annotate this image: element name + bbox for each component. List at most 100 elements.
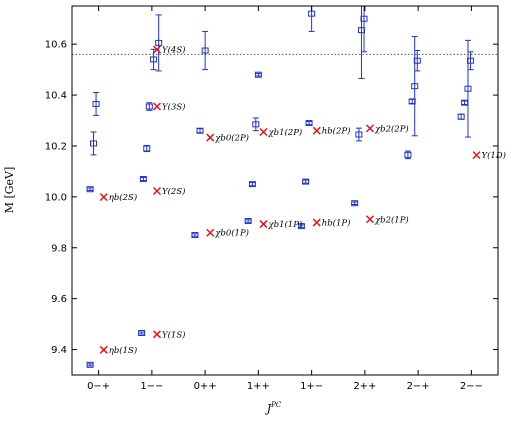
experiment-label: ηb(1S) <box>109 345 137 356</box>
experiment-label: Υ(1S) <box>162 329 185 340</box>
x-tick-label: 2−− <box>460 381 483 392</box>
lattice-point <box>464 39 472 138</box>
lattice-point <box>360 6 368 53</box>
experiment-marker-stroke <box>152 186 162 196</box>
y-tick-label: 9.6 <box>51 294 67 305</box>
plot-layer: ηb(1S) ηb(2S) Υ(1S) Υ(2S) Υ(3S) Υ(4S) χb0(1P) χ… <box>45 5 506 392</box>
lattice-marker <box>297 223 305 230</box>
lattice-marker <box>86 186 94 193</box>
lattice-point <box>244 218 252 225</box>
experiment-point <box>259 220 268 229</box>
lattice-marker <box>244 218 252 225</box>
lattice-marker <box>457 113 465 120</box>
lattice-point <box>461 99 469 106</box>
lattice-marker <box>413 57 421 64</box>
lattice-marker <box>411 83 419 90</box>
lattice-marker <box>196 127 204 134</box>
lattice-marker <box>92 100 100 107</box>
experiment-point <box>99 193 108 202</box>
experiment-point <box>259 127 268 136</box>
y-axis-label: M [GeV] <box>3 167 16 214</box>
experiment-label: χb0(2P) <box>214 133 249 144</box>
experiment-label: Υ(3S) <box>162 102 185 113</box>
y-tick-label: 9.8 <box>51 243 67 254</box>
lattice-marker <box>139 176 147 183</box>
experiment-label: χb0(1P) <box>214 228 249 239</box>
lattice-marker <box>155 39 163 46</box>
lattice-marker <box>464 85 472 92</box>
experiment-label: χb2(2P) <box>374 123 409 134</box>
experiment-point <box>312 218 321 227</box>
lattice-point <box>86 186 94 193</box>
lattice-marker <box>308 10 316 17</box>
plot-area <box>72 6 498 368</box>
lattice-point <box>254 71 262 78</box>
experiment-label: Υ(1D) <box>481 150 505 161</box>
lattice-point <box>143 144 151 153</box>
y-tick-label: 10.2 <box>45 141 67 152</box>
lattice-marker <box>138 330 146 337</box>
y-tick-label: 10.0 <box>45 192 67 203</box>
x-tick-label: 2−+ <box>407 381 430 392</box>
lattice-marker <box>305 120 313 127</box>
experiment-marker-stroke <box>259 127 268 136</box>
experiment-marker-stroke <box>206 228 215 237</box>
lattice-marker <box>143 145 151 152</box>
experiment-label: hb(1P) <box>322 218 351 229</box>
lattice-point <box>191 232 199 239</box>
experiment-marker-stroke <box>152 330 162 339</box>
lattice-point <box>305 120 313 127</box>
lattice-point <box>90 131 98 156</box>
x-axis-label: JPC <box>265 401 282 415</box>
lattice-marker <box>360 15 368 22</box>
y-tick-label: 10.6 <box>45 40 67 51</box>
experiment-label: Υ(2S) <box>162 186 185 197</box>
experiment-marker-stroke <box>312 126 321 135</box>
lattice-marker <box>248 181 256 188</box>
experiment-marker-stroke <box>365 124 375 133</box>
experiment-marker-stroke <box>365 215 375 224</box>
lattice-point <box>355 127 363 142</box>
lattice-point <box>201 30 209 71</box>
lattice-marker <box>86 361 94 368</box>
experiment-label: χb1(1P) <box>267 219 302 230</box>
lattice-marker <box>201 47 209 54</box>
plot-frame <box>71 5 499 376</box>
experiment-marker-stroke <box>259 220 268 229</box>
experiment-marker-stroke <box>312 218 321 227</box>
lattice-marker <box>252 121 260 128</box>
experiment-label: Υ(4S) <box>162 45 185 56</box>
experiment-point <box>152 45 162 54</box>
experiment-marker-stroke <box>472 151 481 160</box>
experiment-marker-stroke <box>99 193 108 202</box>
lattice-point <box>252 117 260 132</box>
experiment-marker-stroke <box>206 133 215 142</box>
lattice-marker <box>191 232 199 239</box>
experiment-label: χb2(1P) <box>374 214 409 225</box>
lattice-marker <box>351 200 359 207</box>
experiment-point <box>206 228 215 237</box>
lattice-point <box>467 51 475 71</box>
experiment-point <box>365 124 375 133</box>
experiment-point <box>472 151 481 160</box>
lattice-point <box>404 150 412 160</box>
lattice-marker <box>254 71 262 78</box>
experiment-point <box>152 330 162 339</box>
lattice-marker <box>145 103 153 110</box>
x-tick-label: 0++ <box>194 381 217 392</box>
lattice-marker <box>302 178 310 185</box>
lattice-marker <box>90 140 98 147</box>
lattice-point <box>86 361 94 368</box>
lattice-point <box>457 113 465 120</box>
experiment-point <box>152 186 162 196</box>
x-tick-label: 1++ <box>247 381 270 392</box>
lattice-point <box>308 6 316 32</box>
lattice-point <box>411 36 419 137</box>
lattice-point <box>139 176 147 183</box>
lattice-point <box>302 178 310 185</box>
experiment-point <box>365 215 375 224</box>
x-tick-label: 0−+ <box>87 381 110 392</box>
experiment-point <box>99 345 108 354</box>
